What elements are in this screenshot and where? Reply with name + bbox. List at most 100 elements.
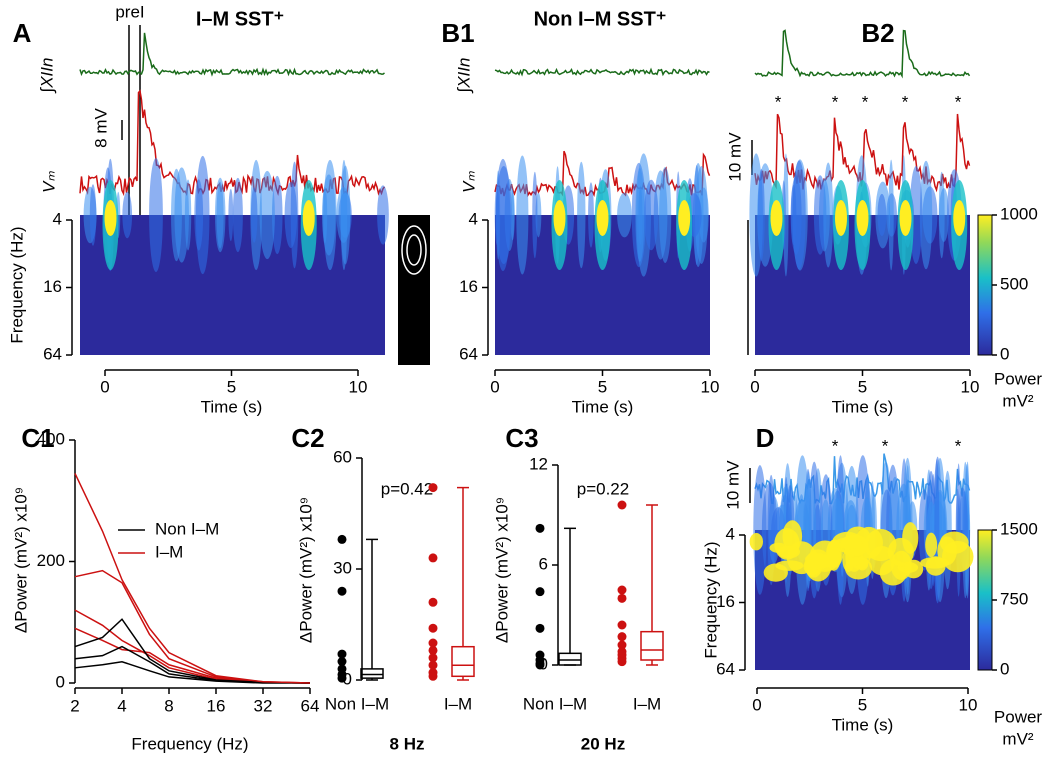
spectrogram-streak — [934, 458, 940, 602]
label: C1 — [21, 423, 54, 453]
y-tick-label: 4 — [53, 209, 62, 228]
star: * — [955, 92, 962, 111]
x-axis-label: Time (s) — [201, 397, 263, 416]
colorbar-tick-label: 1000 — [1000, 204, 1038, 223]
spectrogram-streak — [577, 161, 586, 269]
spectrogram-hot — [749, 532, 764, 551]
y-axis-label: ΔPower (mV²) x10⁹ — [296, 497, 315, 643]
spectrogram-streak — [377, 185, 389, 245]
x-tick-label: I–M — [444, 694, 472, 713]
label: D — [756, 423, 775, 453]
x-tick-label: Non I–M — [325, 694, 389, 713]
star: * — [832, 92, 839, 111]
point — [337, 673, 347, 683]
frequency-label: 8 Hz — [390, 734, 425, 753]
spectrogram-hot — [302, 200, 315, 236]
y-axis-label: Frequency (Hz) — [7, 226, 26, 343]
point — [337, 534, 347, 544]
mask-bar — [398, 215, 430, 365]
box — [558, 652, 582, 666]
colorbar-label: mV² — [1002, 729, 1034, 748]
spectrogram-streak — [122, 191, 133, 239]
trace-label: ∫XIIn — [37, 58, 56, 94]
x-tick-label: 32 — [254, 696, 273, 715]
contour — [401, 225, 427, 275]
point — [428, 638, 438, 648]
spectrogram-streak — [588, 182, 594, 248]
point — [617, 593, 627, 603]
colorbar-tick-label: 750 — [1000, 589, 1028, 608]
y-tick-label: 4 — [469, 209, 478, 228]
y-tick-label: 16 — [459, 277, 478, 296]
spectrogram-hot — [904, 559, 924, 579]
star: * — [862, 92, 869, 111]
point — [337, 649, 347, 659]
spectrogram-streak — [877, 193, 887, 237]
colorbar-label: Power — [994, 369, 1043, 388]
spectrogram-streak — [919, 160, 933, 270]
line — [74, 569, 311, 684]
x-axis-label: Frequency (Hz) — [131, 734, 248, 753]
spectrogram-hot — [775, 560, 804, 571]
trace — [79, 32, 385, 77]
y-axis-label: Frequency (Hz) — [701, 541, 720, 658]
point — [428, 597, 438, 607]
point — [617, 585, 627, 595]
box — [451, 645, 475, 678]
x-tick-label: 4 — [117, 696, 126, 715]
point — [535, 523, 545, 533]
point — [617, 657, 627, 667]
label: preI — [115, 2, 144, 21]
label: Non I–M SST⁺ — [534, 8, 667, 30]
label: C2 — [291, 423, 324, 453]
spectrogram-streak — [340, 159, 348, 271]
spectrogram-hot — [835, 200, 847, 236]
point — [535, 660, 545, 670]
point — [617, 640, 627, 650]
spectrogram-streak — [149, 157, 163, 273]
spectrogram-hot — [902, 522, 919, 554]
y-tick-label: 0 — [343, 669, 352, 688]
colorbar — [977, 214, 993, 356]
spectrogram-streak — [174, 167, 189, 263]
spectrogram-hot — [925, 556, 946, 576]
x-tick-label: I–M — [633, 694, 661, 713]
label: B2 — [861, 18, 894, 48]
spectrogram-hot — [777, 545, 801, 559]
spectrogram-hot — [925, 532, 938, 558]
trace — [494, 67, 710, 77]
point — [337, 657, 347, 666]
y-tick-label: 30 — [333, 558, 352, 577]
spectrogram-streak — [792, 160, 806, 270]
colorbar-tick-label: 1500 — [1000, 519, 1038, 538]
colorbar-tick-label: 0 — [1000, 659, 1009, 678]
spectrogram-streak — [516, 155, 529, 275]
point — [428, 645, 438, 655]
spectrogram-hot — [856, 200, 869, 236]
trace — [79, 89, 386, 197]
spectrogram-streak — [888, 159, 894, 271]
x-axis-label: Time (s) — [832, 397, 894, 416]
point — [535, 623, 545, 633]
spectrogram-hot — [939, 531, 969, 554]
x-tick-label: 2 — [70, 696, 79, 715]
point — [428, 671, 438, 681]
line — [74, 618, 311, 684]
spectrogram-streak — [617, 192, 632, 238]
x-tick-label: 0 — [752, 695, 761, 714]
label: C3 — [505, 423, 538, 453]
point — [428, 653, 438, 663]
spectrogram-streak — [322, 174, 336, 256]
trace-label: ∫XIIn — [454, 58, 473, 94]
x-tick-label: 10 — [961, 377, 980, 396]
x-tick-label: 0 — [100, 377, 109, 396]
y-axis-label: ΔPower (mV²) x10⁹ — [11, 487, 30, 633]
spectrogram-streak — [757, 168, 765, 262]
x-tick-label: 5 — [598, 377, 607, 396]
spectrogram-hot — [953, 200, 966, 236]
star: * — [955, 436, 962, 455]
colorbar — [977, 529, 993, 671]
x-tick-label: 0 — [490, 377, 499, 396]
y-tick-label: 4 — [726, 524, 735, 543]
x-tick-label: 5 — [858, 377, 867, 396]
